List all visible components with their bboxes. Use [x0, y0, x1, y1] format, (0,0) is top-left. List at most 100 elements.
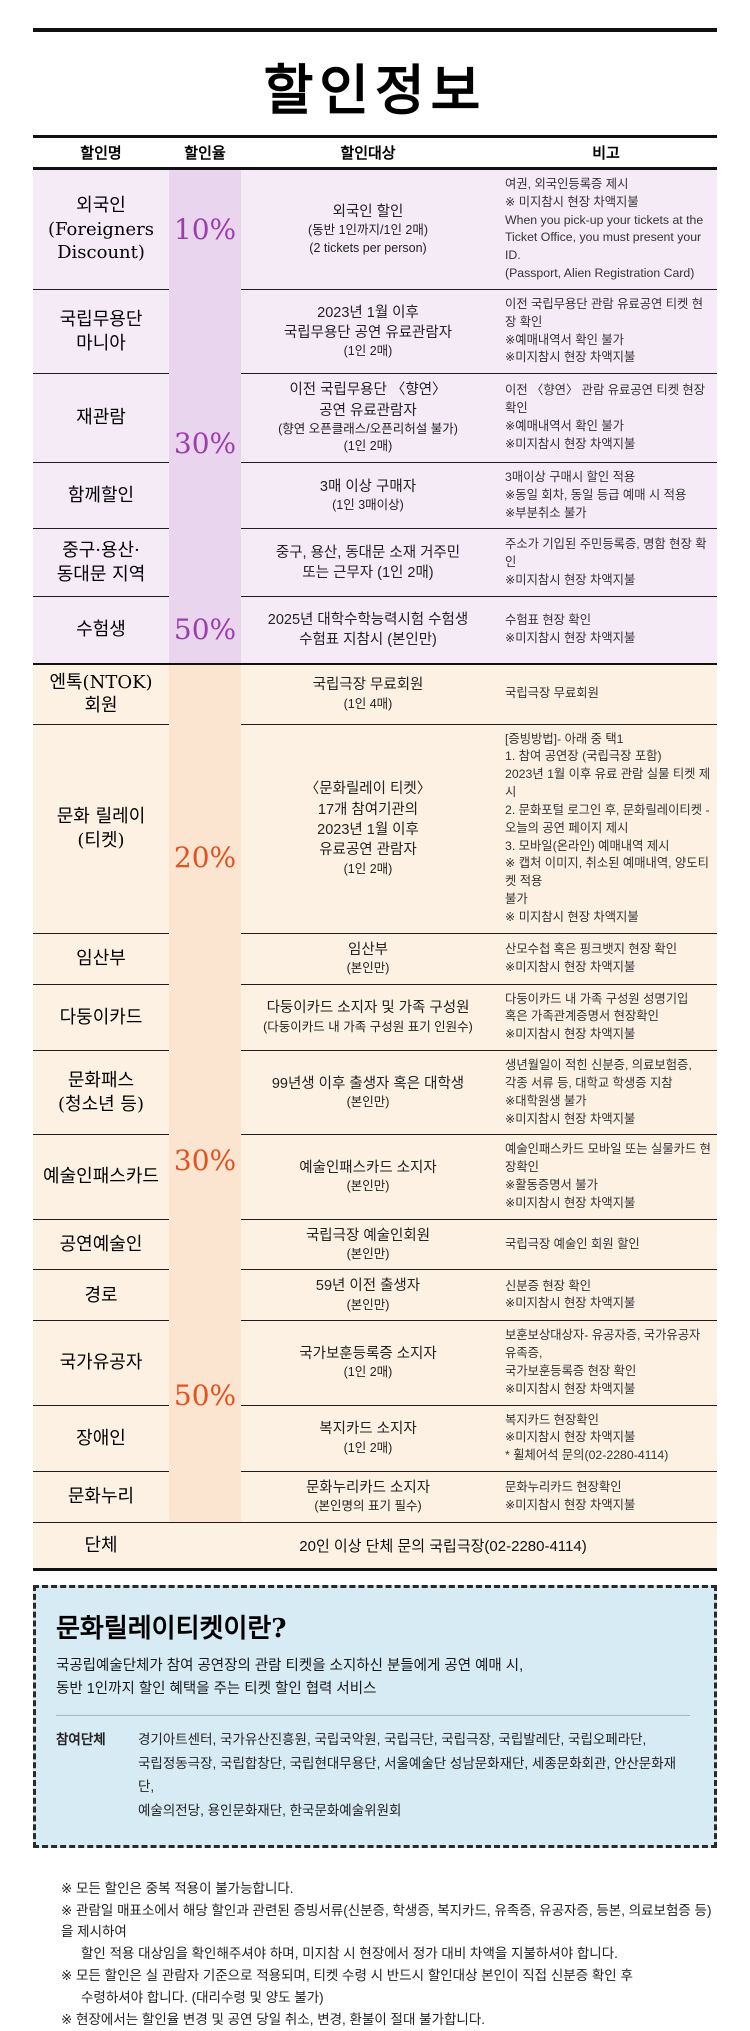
discount-name-cell: 재관람	[33, 373, 169, 463]
discount-rate-cell: 30%	[169, 1050, 241, 1270]
table-row: 수험생 50% 2025년 대학수학능력시험 수험생 수험표 지참시 (본인만) 수험표…	[33, 596, 717, 665]
discount-name-cell: 엔톡(NTOK) 회원	[33, 663, 169, 725]
discount-name-cell: 단체	[33, 1522, 169, 1571]
discount-target-cell: 3매 이상 구매자 (1인 3매이상)	[241, 462, 495, 530]
discount-note-cell: 복지카드 현장확인 ※미지참시 현장 차액지불 * 휠체어석 문의(02-2280-…	[495, 1405, 717, 1473]
discount-name-cell: 임산부	[33, 933, 169, 985]
discount-rate-cell: 50%	[169, 596, 241, 665]
discount-rate-cell: 30%	[169, 289, 241, 597]
discount-name-cell: 수험생	[33, 596, 169, 665]
discount-target-cell: 임산부 (본인만)	[241, 933, 495, 985]
table-row: 국가유공자 국가보훈등록증 소지자 (1인 2매) 보훈보상대상자- 유공자증, 국가…	[33, 1320, 717, 1406]
participants-list: 경기아트센터, 국가유산진흥원, 국립국악원, 국립극단, 국립극장, 국립발레…	[138, 1732, 677, 1819]
discount-name-cell: 공연예술인	[33, 1219, 169, 1271]
discount-target-cell: 예술인패스카드 소지자 (본인만)	[241, 1134, 495, 1220]
footnotes: ※ 모든 할인은 중복 적용이 불가능합니다. ※ 관람일 매표소에서 해당 할인…	[61, 1878, 717, 2031]
discount-target-cell: 국립극장 예술인회원 (본인만)	[241, 1219, 495, 1271]
footnote-line: 수령하셔야 합니다. (대리수령 및 양도 불가)	[81, 1990, 324, 2006]
discount-target-cell: 59년 이전 출생자 (본인만)	[241, 1269, 495, 1322]
table-row: 단체 20인 이상 단체 문의 국립극장(02-2280-4114)	[33, 1522, 717, 1571]
participants-section: 참여단체 경기아트센터, 국가유산진흥원, 국립국악원, 국립극단, 국립극장,…	[56, 1728, 690, 1823]
page-title: 할인정보	[263, 58, 487, 122]
table-row: 외국인 (Foreigners Discount) 10% 외국인 할인 (동반 1인까지…	[33, 168, 717, 290]
discount-note-cell: 3매이상 구매시 할인 적용 ※동일 회차, 동일 등급 예매 시 적용 ※부분취소…	[495, 462, 717, 530]
header-cell-rate: 할인율	[169, 136, 241, 170]
discount-target-cell: 복지카드 소지자 (1인 2매)	[241, 1405, 495, 1473]
table-row: 문화 릴레이 (티켓) 〈문화릴레이 티켓〉 17개 참여기관의 2023년 1월 이후…	[33, 724, 717, 934]
table-row: 경로 50% 59년 이전 출생자 (본인만) 신분증 현장 확인 ※미지참시 현장 차액…	[33, 1269, 717, 1523]
discount-target-cell: 문화누리카드 소지자 (본인명의 표기 필수)	[241, 1471, 495, 1523]
info-box-title: 문화릴레이티켓이란?	[56, 1613, 287, 1644]
discount-note-cell: 산모수첩 혹은 핑크뱃지 현장 확인 ※미지참시 현장 차액지불	[495, 933, 717, 985]
discount-note-cell: 다둥이카드 내 가족 구성원 성명기입 혹은 가족관계증명서 현장확인 ※미지참시 …	[495, 984, 717, 1052]
discount-name-cell: 다둥이카드	[33, 984, 169, 1052]
discount-note-cell: [증빙방법]- 아래 중 택1 1. 참여 공연장 (국립극장 포함) 2023년…	[495, 724, 717, 934]
discount-note-cell: 이전 국립무용단 관람 유료공연 티켓 현장 확인 ※예매내역서 확인 불가 ※미지…	[495, 289, 717, 375]
header-cell-note: 비고	[495, 136, 717, 170]
discount-note-cell: 수험표 현장 확인 ※미지참시 현장 차액지불	[495, 596, 717, 665]
top-rule	[33, 28, 717, 32]
table-header-row: 할인명 할인율 할인대상 비고	[33, 136, 717, 170]
table-row: 다둥이카드 다둥이카드 소지자 및 가족 구성원 (다둥이카드 내 가족 구성원 표…	[33, 984, 717, 1052]
table-row: 문화누리 문화누리카드 소지자 (본인명의 표기 필수) 문화누리카드 현장확인 ※미지…	[33, 1471, 717, 1523]
discount-note-cell: 생년월일이 적힌 신분증, 의료보험증, 각종 서류 등, 대학교 학생증 지참 ※…	[495, 1050, 717, 1136]
discount-target-cell: 다둥이카드 소지자 및 가족 구성원 (다둥이카드 내 가족 구성원 표기 인원수…	[241, 984, 495, 1052]
discount-note-cell: 보훈보상대상자- 유공자증, 국가유공자 유족증, 국가보훈등록증 현장 확인 ※미…	[495, 1320, 717, 1406]
discount-target-cell: 국립극장 무료회원 (1인 4매)	[241, 663, 495, 725]
discount-target-cell: 〈문화릴레이 티켓〉 17개 참여기관의 2023년 1월 이후 유료공연 관람자 (1…	[241, 724, 495, 934]
table-row: 공연예술인 국립극장 예술인회원 (본인만) 국립극장 예술인 회원 할인	[33, 1219, 717, 1271]
discount-name-cell: 국립무용단 마니아	[33, 289, 169, 375]
discount-note-cell: 국립극장 예술인 회원 할인	[495, 1219, 717, 1271]
discount-target-cell: 이전 국립무용단 〈향연〉 공연 유료관람자 (향연 오픈클래스/오픈리허설 불가)…	[241, 373, 495, 463]
discount-info-page: 할인정보 할인명 할인율 할인대상 비고 외국인 (Foreigners Disco…	[33, 28, 717, 2031]
discount-name-cell: 경로	[33, 1269, 169, 1322]
discount-target-cell: 99년생 이후 출생자 혹은 대학생 (본인만)	[241, 1050, 495, 1136]
discount-name-cell: 함께할인	[33, 462, 169, 530]
table-row: 재관람 이전 국립무용단 〈향연〉 공연 유료관람자 (향연 오픈클래스/오픈리허설 …	[33, 373, 717, 463]
discount-note-cell: 이전 〈향연〉 관람 유료공연 티켓 현장 확인 ※예매내역서 확인 불가 ※미지참…	[495, 373, 717, 463]
header-cell-name: 할인명	[33, 136, 169, 170]
table-row: 엔톡(NTOK) 회원 20% 국립극장 무료회원 (1인 4매) 국립극장 무료회원	[33, 663, 717, 1051]
footnote-line: ※ 현장에서는 할인율 변경 및 공연 당일 취소, 변경, 환불이 절대 불가…	[61, 2011, 486, 2027]
table-row: 장애인 복지카드 소지자 (1인 2매) 복지카드 현장확인 ※미지참시 현장 차액지불…	[33, 1405, 717, 1473]
info-box-description: 국공립예술단체가 참여 공연장의 관람 티켓을 소지하신 분들에게 공연 예매 …	[56, 1657, 524, 1698]
footnote-line: 할인 적용 대상임을 확인해주셔야 하며, 미지참 시 현장에서 정가 대비 차…	[81, 1946, 618, 1962]
discount-table: 할인명 할인율 할인대상 비고 외국인 (Foreigners Discount) 1…	[33, 135, 717, 1571]
discount-name-cell: 외국인 (Foreigners Discount)	[33, 168, 169, 290]
table-row: 함께할인 3매 이상 구매자 (1인 3매이상) 3매이상 구매시 할인 적용 ※동일 …	[33, 462, 717, 530]
discount-name-cell: 국가유공자	[33, 1320, 169, 1406]
table-row: 국립무용단 마니아 30% 2023년 1월 이후 국립무용단 공연 유료관람자 (1인 …	[33, 289, 717, 597]
footnote-line: ※ 모든 할인은 실 관람자 기준으로 적용되며, 티켓 수령 시 반드시 할인…	[61, 1968, 633, 1984]
discount-rate-cell: 50%	[169, 1269, 241, 1523]
table-row: 임산부 임산부 (본인만) 산모수첩 혹은 핑크뱃지 현장 확인 ※미지참시 현장 차액…	[33, 933, 717, 985]
info-divider	[56, 1715, 690, 1717]
discount-name-cell: 문화누리	[33, 1471, 169, 1523]
footnote-line: ※ 모든 할인은 중복 적용이 불가능합니다.	[61, 1880, 294, 1896]
group-contact-cell: 20인 이상 단체 문의 국립극장(02-2280-4114)	[169, 1522, 717, 1571]
discount-rate-cell: 20%	[169, 663, 241, 1051]
discount-target-cell: 국가보훈등록증 소지자 (1인 2매)	[241, 1320, 495, 1406]
culture-relay-info-box: 문화릴레이티켓이란? 국공립예술단체가 참여 공연장의 관람 티켓을 소지하신 …	[33, 1584, 717, 1848]
discount-target-cell: 2025년 대학수학능력시험 수험생 수험표 지참시 (본인만)	[241, 596, 495, 665]
discount-note-cell: 문화누리카드 현장확인 ※미지참시 현장 차액지불	[495, 1471, 717, 1523]
discount-note-cell: 주소가 기입된 주민등록증, 명함 현장 확인 ※미지참시 현장 차액지불	[495, 528, 717, 598]
discount-target-cell: 중구, 용산, 동대문 소재 거주민 또는 근무자 (1인 2매)	[241, 528, 495, 598]
table-row: 예술인패스카드 예술인패스카드 소지자 (본인만) 예술인패스카드 모바일 또는 실물…	[33, 1134, 717, 1220]
discount-note-cell: 예술인패스카드 모바일 또는 실물카드 현장확인 ※활동증명서 불가 ※미지참시 현…	[495, 1134, 717, 1220]
table-row: 중구·용산· 동대문 지역 중구, 용산, 동대문 소재 거주민 또는 근무자 (1인…	[33, 528, 717, 598]
discount-target-cell: 2023년 1월 이후 국립무용단 공연 유료관람자 (1인 2매)	[241, 289, 495, 375]
discount-note-cell: 신분증 현장 확인 ※미지참시 현장 차액지불	[495, 1269, 717, 1322]
discount-target-cell: 외국인 할인 (동반 1인까지/1인 2매) (2 tickets per pers…	[241, 168, 495, 290]
discount-name-cell: 문화패스 (청소년 등)	[33, 1050, 169, 1136]
discount-name-cell: 예술인패스카드	[33, 1134, 169, 1220]
footnote-line: ※ 관람일 매표소에서 해당 할인과 관련된 증빙서류(신분증, 학생증, 복지…	[61, 1902, 712, 1940]
discount-name-cell: 중구·용산· 동대문 지역	[33, 528, 169, 598]
participants-label: 참여단체	[56, 1732, 106, 1748]
table-row: 문화패스 (청소년 등) 30% 99년생 이후 출생자 혹은 대학생 (본인만) 생년월…	[33, 1050, 717, 1270]
discount-name-cell: 문화 릴레이 (티켓)	[33, 724, 169, 934]
discount-rate-cell: 10%	[169, 168, 241, 290]
discount-note-cell: 국립극장 무료회원	[495, 663, 717, 725]
discount-name-cell: 장애인	[33, 1405, 169, 1473]
header-cell-target: 할인대상	[241, 136, 495, 170]
discount-note-cell: 여권, 외국인등록증 제시 ※ 미지참시 현장 차액지불 When you pick…	[495, 168, 717, 290]
